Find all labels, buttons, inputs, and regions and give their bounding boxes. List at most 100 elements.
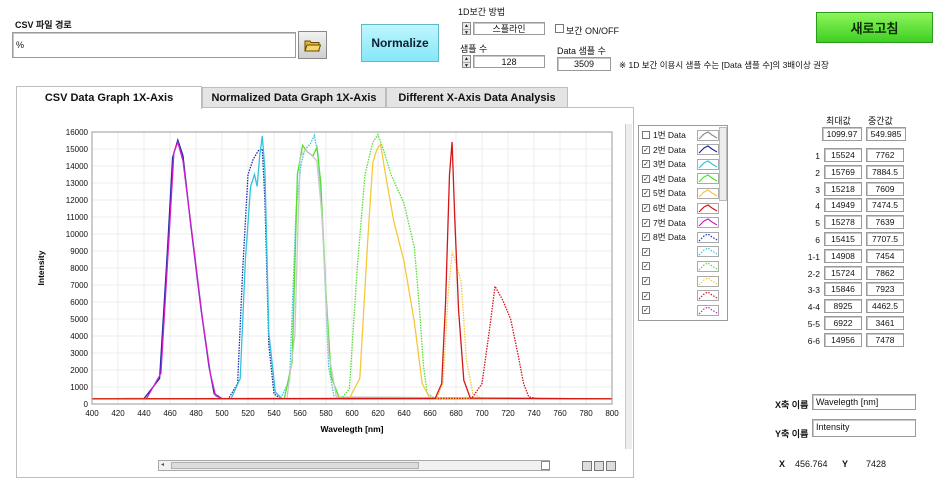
legend-checkbox[interactable]: ✓ — [642, 291, 650, 300]
interp-method-select[interactable]: 스플라인 — [473, 22, 545, 35]
stats-max-value: 15278 — [824, 215, 862, 230]
chart-option-checkbox[interactable] — [541, 461, 550, 470]
legend-swatch-icon[interactable] — [697, 275, 719, 287]
scroll-thumb[interactable] — [171, 462, 419, 469]
legend-item[interactable]: ✓ 2번 Data — [642, 143, 720, 157]
x-tick-label: 720 — [501, 409, 515, 418]
legend-swatch-icon[interactable] — [697, 260, 719, 272]
samples-note: ※ 1D 보간 이용시 샘플 수는 [Data 샘플 수]의 3배이상 권장 — [619, 60, 829, 70]
legend-checkbox[interactable]: ✓ — [642, 218, 650, 227]
legend-swatch-icon[interactable] — [697, 173, 719, 185]
legend-swatch-icon[interactable] — [697, 144, 719, 156]
refresh-button[interactable]: 새로고침 — [816, 12, 933, 43]
chart-series — [91, 133, 613, 400]
legend-checkbox[interactable]: ✓ — [642, 174, 650, 183]
stats-max-value: 15524 — [824, 148, 862, 162]
x-tick-label: 540 — [267, 409, 281, 418]
stats-row-label: 4-4 — [807, 302, 820, 313]
legend-item[interactable]: 1번 Data — [642, 128, 720, 142]
csv-path-input[interactable]: % — [12, 32, 296, 58]
legend-checkbox[interactable]: ✓ — [642, 247, 650, 256]
legend-swatch-icon[interactable] — [697, 217, 719, 229]
spectrum-chart[interactable]: 400 420 440 460 480 500 520 540 560 580 600 620 640 6… — [30, 122, 630, 452]
chart-horizontal-scrollbar[interactable]: ◂ ▸ — [158, 460, 550, 471]
tab-different-x-axis[interactable]: Different X-Axis Data Analysis — [386, 87, 568, 108]
samples-input[interactable]: 128 — [473, 55, 545, 68]
browse-folder-button[interactable] — [298, 31, 327, 59]
interp-method-label: 1D보간 방법 — [458, 7, 506, 17]
legend-checkbox[interactable]: ✓ — [642, 306, 650, 315]
legend-swatch-icon[interactable] — [697, 231, 719, 243]
legend-item[interactable]: ✓ 3번 Data — [642, 157, 720, 171]
stats-max-value: 15846 — [824, 282, 862, 297]
legend-swatch-icon[interactable] — [697, 290, 719, 302]
legend-checkbox[interactable]: ✓ — [642, 160, 650, 169]
legend-checkbox[interactable]: ✓ — [642, 189, 650, 198]
legend-swatch-icon[interactable] — [697, 304, 719, 316]
samples-stepper[interactable]: ▲ ▼ — [462, 55, 471, 69]
legend-item[interactable]: ✓ — [642, 245, 720, 259]
tab-csv-graph[interactable]: CSV Data Graph 1X-Axis — [16, 86, 202, 109]
stats-row-label: 6-6 — [807, 335, 820, 346]
legend-swatch-icon[interactable] — [697, 246, 719, 258]
zoom-tool-icon[interactable] — [594, 461, 604, 471]
stats-row-label: 1-1 — [807, 251, 820, 262]
stats-max-value: 14949 — [824, 198, 862, 213]
legend-item[interactable]: ✓ — [642, 289, 720, 303]
legend-swatch-icon[interactable] — [697, 202, 719, 214]
plot-legend: 1번 Data ✓ 2번 Data ✓ 3번 Data ✓ 4번 Data ✓ 5번 Data ✓… — [638, 125, 728, 321]
legend-item[interactable]: ✓ 7번 Data — [642, 216, 720, 230]
legend-checkbox[interactable]: ✓ — [642, 277, 650, 285]
legend-checkbox[interactable]: ✓ — [642, 145, 650, 154]
legend-checkbox[interactable]: ✓ — [642, 262, 650, 271]
max-header: 최대값 — [826, 116, 851, 126]
legend-item[interactable]: ✓ — [642, 259, 720, 273]
legend-swatch-icon[interactable] — [697, 187, 719, 199]
plot-frame — [91, 131, 613, 405]
legend-item[interactable]: ✓ 8번 Data — [642, 230, 720, 244]
y-axis-title: Intensity — [36, 250, 46, 285]
x-tick-label: 580 — [319, 409, 333, 418]
legend-checkbox[interactable]: ✓ — [642, 204, 650, 212]
stats-max-value: 14908 — [824, 248, 862, 263]
tab-normalized-graph[interactable]: Normalized Data Graph 1X-Axis — [202, 87, 386, 108]
legend-item[interactable]: ✓ — [642, 303, 720, 317]
stats-mid-value: 7609 — [866, 181, 904, 196]
legend-scrollbar[interactable] — [719, 127, 727, 201]
x-tick-label: 420 — [111, 409, 125, 418]
pan-tool-icon[interactable] — [606, 461, 616, 471]
normalize-button[interactable]: Normalize — [361, 24, 439, 62]
series-line — [91, 141, 613, 400]
stats-mid-value: 7454 — [866, 248, 904, 263]
stats-mid-value: 7923 — [866, 282, 904, 297]
y-axis-name-input[interactable]: Intensity — [812, 419, 916, 437]
legend-item-label: 2번 Data — [653, 144, 686, 155]
chart-side-scrollbar[interactable] — [625, 124, 632, 449]
stats-row-label: 5-5 — [807, 319, 820, 329]
legend-item-label: 8번 Data — [653, 232, 686, 243]
interp-method-stepper[interactable]: ▲ ▼ — [462, 22, 471, 36]
x-tick-label: 760 — [553, 409, 567, 418]
legend-item[interactable]: ✓ 6번 Data — [642, 201, 720, 215]
stats-row-label: 4 — [815, 201, 820, 212]
x-tick-label: 620 — [371, 409, 385, 418]
x-axis-name-input[interactable]: Wavelegth [nm] — [812, 394, 916, 410]
crosshair-tool-icon[interactable] — [582, 461, 592, 471]
chart-grid — [91, 131, 613, 405]
legend-item[interactable]: ✓ 4번 Data — [642, 172, 720, 186]
x-tick-label: 800 — [605, 409, 619, 418]
legend-checkbox[interactable]: ✓ — [642, 233, 650, 242]
stats-row-label: 3 — [815, 184, 820, 195]
legend-checkbox[interactable] — [642, 131, 650, 139]
legend-item[interactable]: ✓ — [642, 274, 720, 288]
legend-swatch-icon[interactable] — [697, 158, 719, 170]
scroll-left-icon[interactable]: ◂ — [161, 462, 165, 468]
samples-label: 샘플 수 — [460, 44, 488, 54]
interp-toggle-checkbox[interactable] — [555, 24, 564, 33]
legend-item[interactable]: ✓ 5번 Data — [642, 186, 720, 200]
y-tick-label: 11000 — [66, 213, 88, 222]
y-tick-label: 7000 — [70, 281, 88, 290]
x-tick-label: 640 — [397, 409, 411, 418]
legend-swatch-icon[interactable] — [697, 129, 719, 141]
stats-mid-value: 7707.5 — [866, 232, 904, 246]
